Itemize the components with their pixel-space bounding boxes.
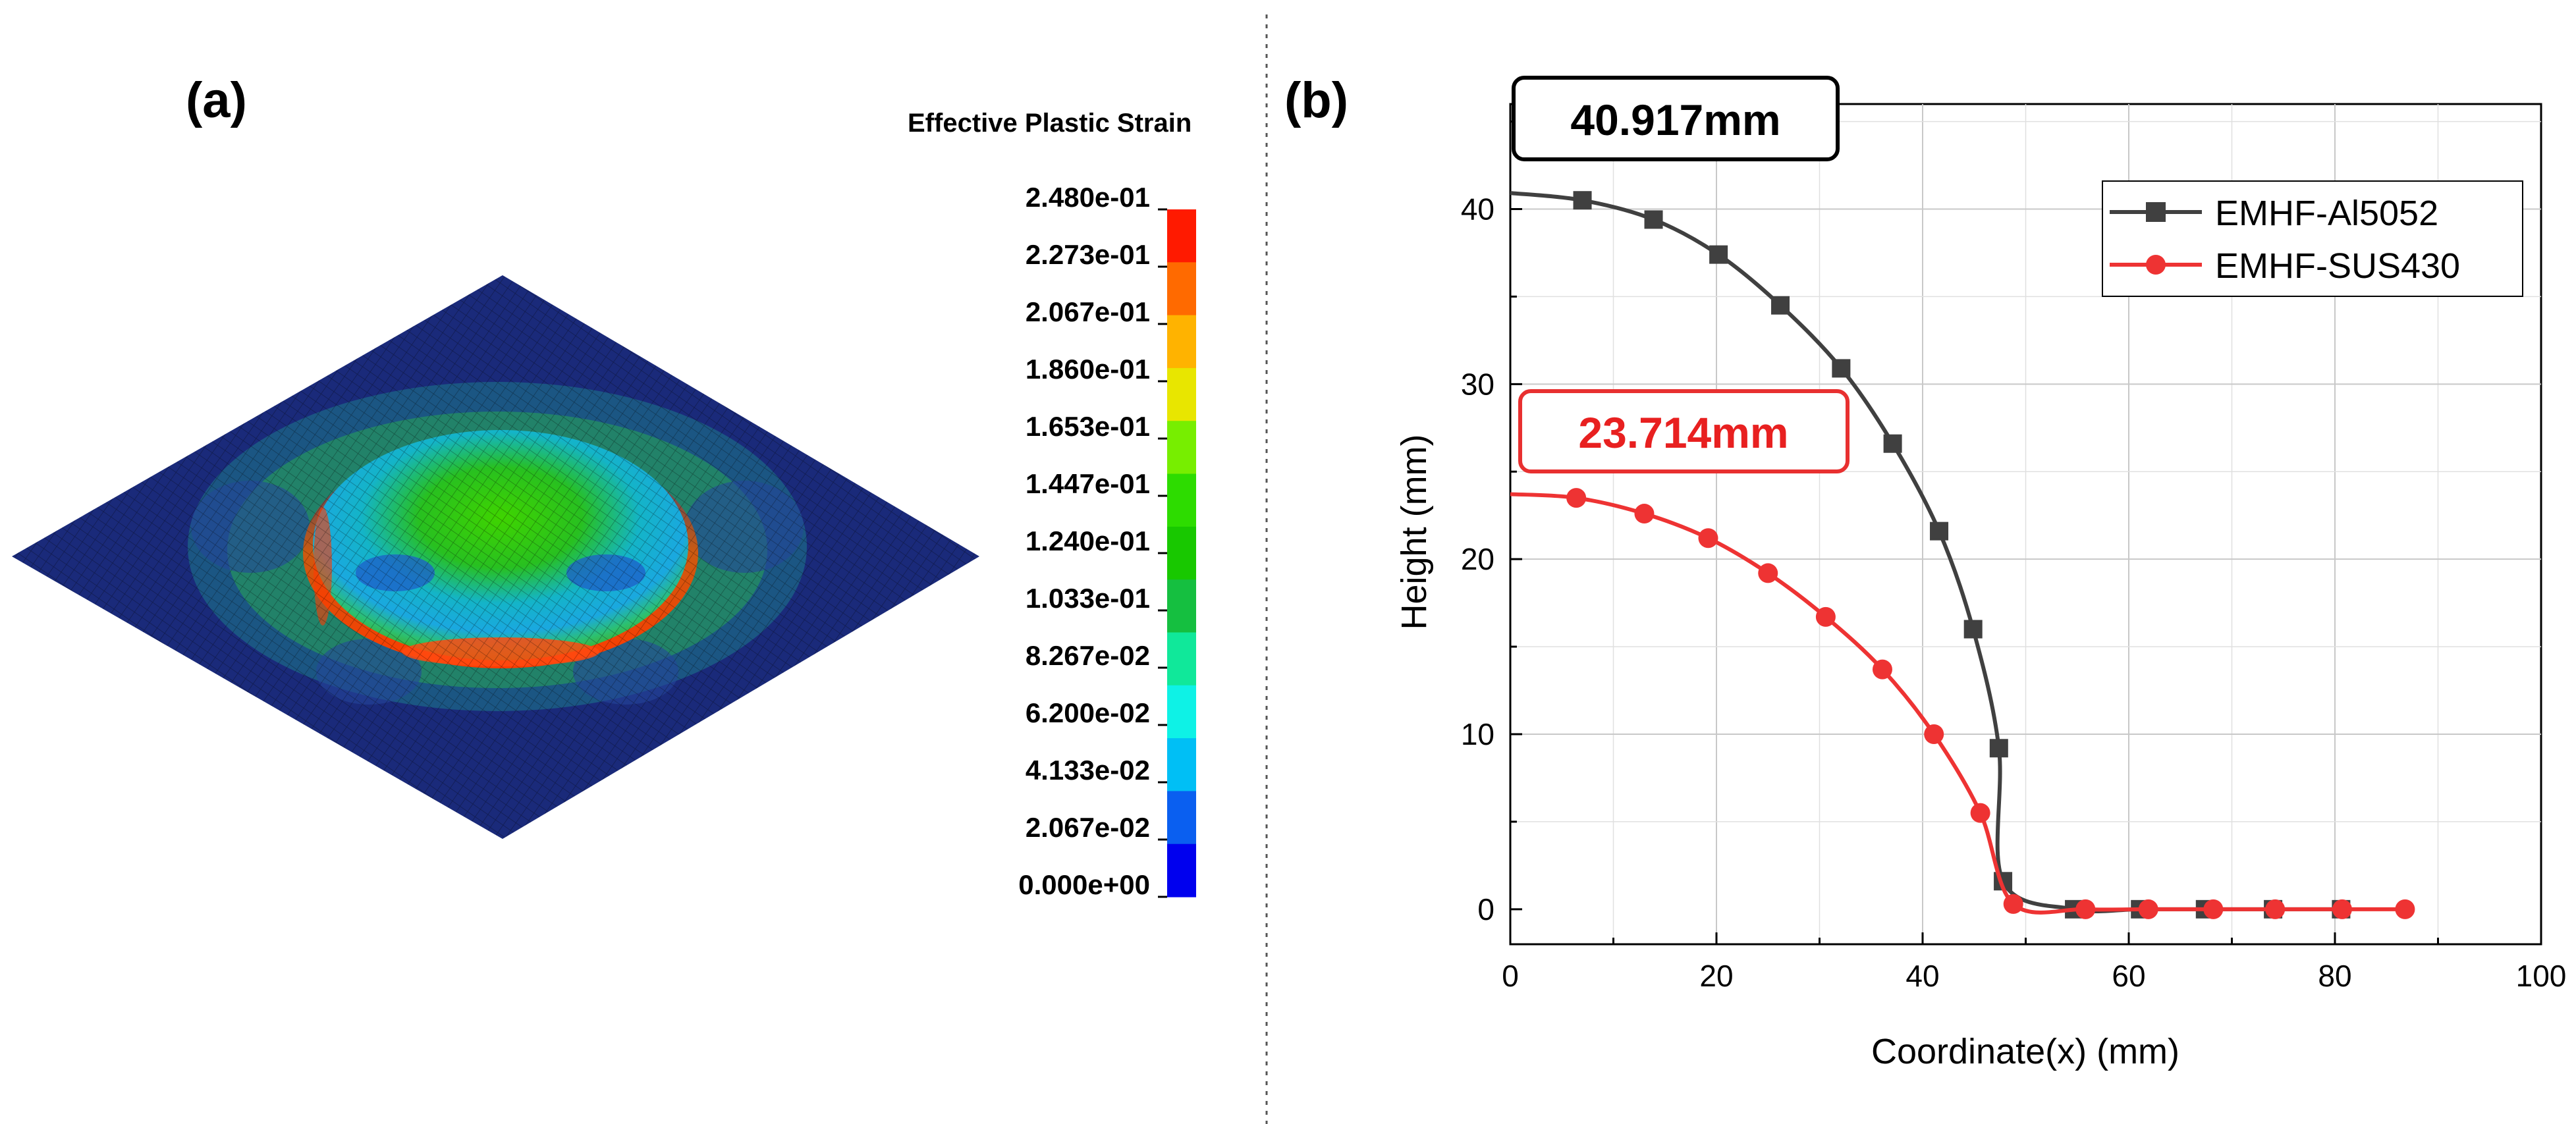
data-point-square	[1930, 522, 1949, 541]
data-point-square	[1832, 359, 1851, 378]
colorbar-segment	[1167, 632, 1196, 686]
data-point-circle	[1924, 724, 1944, 744]
data-point-circle	[1698, 528, 1718, 549]
colorbar-tick-label: 2.480e-01	[1026, 182, 1150, 213]
colorbar-tick-label: 1.653e-01	[1026, 411, 1150, 442]
colorbar-segment	[1167, 579, 1196, 633]
legend: EMHF-Al5052 EMHF-SUS430	[2102, 180, 2523, 297]
data-point-circle	[2203, 899, 2224, 919]
data-point-circle	[1970, 803, 1990, 823]
data-point-circle	[2003, 894, 2023, 914]
y-tick-label: 40	[1461, 192, 1494, 227]
data-point-circle	[2395, 899, 2415, 919]
colorbar-tick-label: 6.200e-02	[1026, 697, 1150, 728]
y-tick-label: 0	[1477, 892, 1494, 926]
axis-ticks: 0 20 40 60 80 100 0 10 20 30 40	[1461, 120, 2567, 993]
colorbar: 2.480e-01 2.273e-01 2.067e-01 1.860e-01 1.65…	[1018, 182, 1196, 900]
data-point-circle	[1758, 563, 1778, 583]
colorbar-tick-label: 1.860e-01	[1026, 354, 1150, 385]
legend-box	[2102, 180, 2523, 297]
colorbar-tick-label: 2.273e-01	[1026, 239, 1150, 270]
legend-label-sus430: EMHF-SUS430	[2215, 246, 2460, 286]
data-point-circle	[2332, 899, 2352, 919]
colorbar-segment	[1167, 685, 1196, 739]
y-tick-label: 10	[1461, 717, 1494, 751]
y-tick-label: 20	[1461, 542, 1494, 576]
max-height-label-al5052: 40.917mm	[1570, 95, 1780, 144]
y-tick-label: 30	[1461, 367, 1494, 401]
data-point-square	[1989, 739, 2008, 758]
x-tick-label: 80	[2318, 959, 2351, 993]
panel-a-label: (a)	[186, 72, 247, 128]
colorbar-tick-label: 4.133e-02	[1026, 755, 1150, 786]
colorbar-tick-label: 2.067e-01	[1026, 296, 1150, 327]
data-point-square	[1883, 434, 1902, 453]
colorbar-tick-label: 1.033e-01	[1026, 583, 1150, 614]
legend-marker-al5052	[2146, 202, 2166, 222]
x-tick-label: 20	[1699, 959, 1733, 993]
colorbar-segment	[1167, 209, 1196, 263]
series-line-0	[1510, 191, 2342, 913]
max-height-label-sus430: 23.714mm	[1578, 408, 1788, 457]
x-tick-label: 40	[1905, 959, 1939, 993]
colorbar-title: Effective Plastic Strain	[908, 109, 1192, 138]
x-tick-label: 60	[2112, 959, 2145, 993]
colorbar-segment	[1167, 367, 1196, 421]
data-point-square	[1644, 210, 1663, 229]
deformed-plate-image	[12, 275, 979, 839]
x-tick-label: 100	[2516, 959, 2567, 993]
data-point-circle	[2138, 899, 2158, 919]
max-height-box-sus430	[1518, 389, 1850, 473]
data-point-circle	[2265, 899, 2286, 919]
colorbar-tick-label: 2.067e-02	[1026, 812, 1150, 843]
colorbar-segment	[1167, 473, 1196, 527]
y-axis-label: Height (mm)	[1394, 434, 1434, 629]
colorbar-tick-label: 1.447e-01	[1026, 468, 1150, 499]
colorbar-tick-label: 8.267e-02	[1026, 640, 1150, 671]
legend-marker-sus430	[2146, 255, 2166, 275]
data-point-circle	[1566, 488, 1587, 508]
colorbar-segment	[1167, 421, 1196, 475]
panel-b-label: (b)	[1284, 72, 1348, 128]
colorbar-tick-label: 0.000e+00	[1018, 869, 1150, 900]
colorbar-tick-label: 1.240e-01	[1026, 525, 1150, 556]
data-point-circle	[1815, 606, 1836, 627]
colorbar-segment	[1167, 738, 1196, 791]
colorbar-segment	[1167, 526, 1196, 580]
data-point-square	[1573, 191, 1592, 210]
fe-mesh-overlay	[12, 275, 979, 839]
colorbar-segment	[1167, 843, 1196, 897]
colorbar-segment	[1167, 791, 1196, 845]
data-point-circle	[1872, 659, 1892, 680]
colorbar-segment	[1167, 262, 1196, 316]
data-point-square	[1709, 245, 1728, 264]
max-height-box-al5052	[1512, 76, 1840, 161]
series-line-1	[1510, 492, 2405, 915]
legend-label-al5052: EMHF-Al5052	[2215, 194, 2438, 233]
data-point-square	[1771, 296, 1790, 315]
x-tick-label: 0	[1502, 959, 1519, 993]
x-axis-label: Coordinate(x) (mm)	[1871, 1032, 2179, 1071]
data-series	[1510, 191, 2415, 919]
colorbar-segment	[1167, 315, 1196, 369]
data-point-circle	[2075, 899, 2096, 919]
data-point-square	[1963, 620, 1983, 639]
data-point-circle	[1634, 504, 1655, 524]
